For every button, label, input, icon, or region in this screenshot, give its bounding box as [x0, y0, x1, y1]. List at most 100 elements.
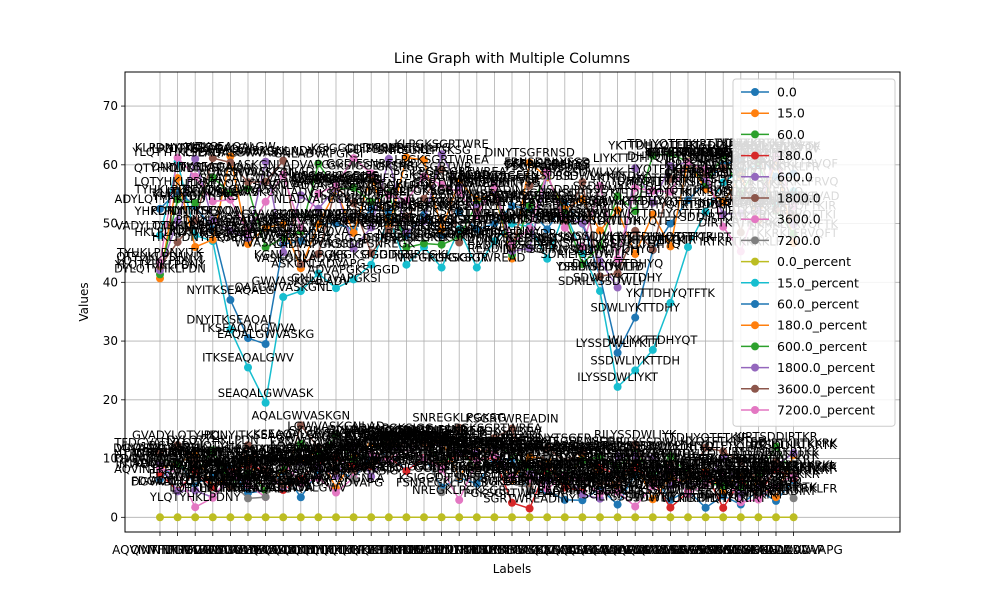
data-point: [208, 483, 217, 492]
data-point: [719, 447, 728, 456]
point-label: LPDNYITKSEAQ: [169, 212, 256, 226]
point-label: LPDNYITKSEAQ: [152, 142, 239, 156]
point-label: SNREGKLPGKSG: [430, 449, 524, 463]
data-point: [384, 457, 393, 465]
point-label: YLQTYHKLPDNY: [114, 257, 207, 271]
point-label: AQALGWVASKGN: [216, 210, 315, 224]
point-label: GKSIGGDIFSNR: [363, 429, 451, 443]
point-label: INYTSGFRNSDR: [467, 227, 557, 241]
point-label: DRILYSSDWLIY: [541, 206, 626, 220]
point-label: IGGDIFSNREGK: [380, 424, 468, 438]
point-label: WLIYKTTDHYQT: [573, 242, 663, 256]
data-point: [613, 269, 622, 278]
x-tick-label: GVADYLQTYHKL: [253, 543, 349, 557]
data-point: [367, 472, 376, 481]
data-point: [701, 503, 710, 512]
point-label: DGVADYLQTYHK: [131, 474, 225, 488]
point-label: ASKGNLADVAPG: [271, 257, 365, 271]
data-point: [578, 513, 587, 522]
data-point: [666, 187, 675, 196]
data-point: [332, 467, 340, 476]
point-label: KSEAQALGWVAS: [200, 227, 296, 241]
point-label: PGKSGRTWREAD: [393, 168, 490, 182]
data-point: [578, 260, 587, 269]
point-label: ILYSSDWLIYKT: [612, 464, 694, 478]
data-point: [631, 250, 640, 258]
x-tick-label: VASKGNLADVAP: [728, 543, 825, 557]
data-point: [384, 207, 393, 216]
point-label: RTSDDIRTKRTK: [715, 475, 801, 489]
point-label: NYITKSEAQALG: [186, 283, 274, 297]
legend-entry: 7200.0_percent: [741, 403, 875, 418]
data-point: [367, 204, 376, 213]
data-point: [173, 468, 182, 477]
data-point: [543, 225, 552, 234]
point-label: DRILYSSDWLIY: [593, 439, 678, 453]
point-label: TTDHYQTFTKIR: [661, 431, 749, 445]
y-axis-label: Values: [77, 282, 91, 321]
point-label: LYSSDWLIYKTT: [628, 461, 713, 475]
point-label: EADINYTSGFRN: [538, 483, 627, 497]
data-point: [455, 496, 464, 504]
point-label: GDIFSNREGKLP: [345, 142, 434, 156]
point-label: GWVASKGNLADV: [216, 185, 315, 199]
point-label: VASKGNLADVAP: [307, 444, 400, 458]
data-point: [578, 447, 587, 456]
point-label: RTKRTKKRKLFR: [750, 481, 838, 495]
point-label: GKSGRTWREADI: [483, 440, 577, 454]
point-label: TDHYQTFTKIRT: [644, 230, 732, 244]
data-point: [631, 491, 640, 500]
data-point: [578, 178, 587, 187]
data-point: [613, 192, 622, 200]
point-label: FTKIRTSDDIRT: [735, 484, 817, 498]
point-label: SSDWLIYKTTDH: [626, 491, 716, 505]
point-label: ILYSSDWLIYKT: [577, 370, 659, 384]
point-label: KLPGKSGRTWRE: [394, 137, 488, 151]
data-point: [226, 513, 235, 522]
point-label: GNLADVAPGKSI: [344, 436, 434, 450]
point-label: ADINYTSGFRNS: [520, 458, 609, 472]
point-label: DHYQTFTKIRTS: [627, 149, 713, 163]
point-label: QTFTKIRTSDDI: [646, 145, 729, 159]
data-point: [279, 156, 288, 165]
point-label: ADINYTSGFRNS: [467, 234, 556, 248]
data-point: [332, 219, 340, 228]
point-label: DHYQTFTKIRTS: [698, 455, 784, 469]
point-label: EGKLPGKSGRTW: [394, 212, 489, 226]
point-label: TFTKIRTSDDIR: [716, 459, 799, 473]
data-point: [560, 471, 569, 480]
point-label: TTDHYQTFTKIR: [626, 229, 714, 243]
point-label: APGKSIGGDIFS: [364, 454, 450, 468]
point-label: LQTYHKLPDNYI: [152, 462, 239, 476]
legend-swatch-marker: [751, 406, 759, 414]
point-label: LQTYHKLPDNYI: [134, 174, 221, 188]
data-point: [631, 226, 640, 235]
data-point: [244, 234, 252, 243]
point-label: YITKSEAQALGW: [219, 453, 311, 467]
point-label: YTSGFRNSDRIL: [538, 434, 627, 448]
y-axis-ticks: 0 10 20 30 40 50 60 70: [103, 99, 125, 524]
legend-label: 1800.0_percent: [777, 360, 875, 375]
point-label: RILYSSDWLIYK: [541, 165, 624, 179]
data-point: [226, 226, 235, 235]
point-label: ADVAPGKSIGGD: [343, 440, 435, 454]
data-point: [226, 152, 235, 161]
x-tick-label: EAQALGWVASKG: [602, 543, 704, 557]
point-label: LPGKSGRTWREA: [412, 165, 507, 179]
data-point: [208, 197, 217, 206]
point-label: WVASKGNLADVA: [305, 441, 402, 455]
point-label: YHKLPDNYITKS: [151, 189, 238, 203]
point-label: TKIRTSDDIRTK: [699, 453, 783, 467]
data-point: [596, 489, 604, 498]
point-label: WLIYKTTDHYQT: [591, 194, 681, 208]
point-label: KSIGGDIFSNRE: [311, 141, 397, 155]
point-label: GKLPGKSGRTWR: [394, 228, 490, 242]
point-label: FRNSDRILYSSD: [522, 197, 608, 211]
point-label: ITKSEAQALGWV: [220, 480, 312, 494]
data-point: [490, 219, 499, 228]
data-point: [384, 226, 393, 235]
point-label: LPGKSGRTWREA: [465, 438, 560, 452]
data-point: [173, 459, 182, 468]
x-tick-label: KLPDNYITKSEA: [432, 543, 522, 557]
data-point: [648, 453, 657, 462]
